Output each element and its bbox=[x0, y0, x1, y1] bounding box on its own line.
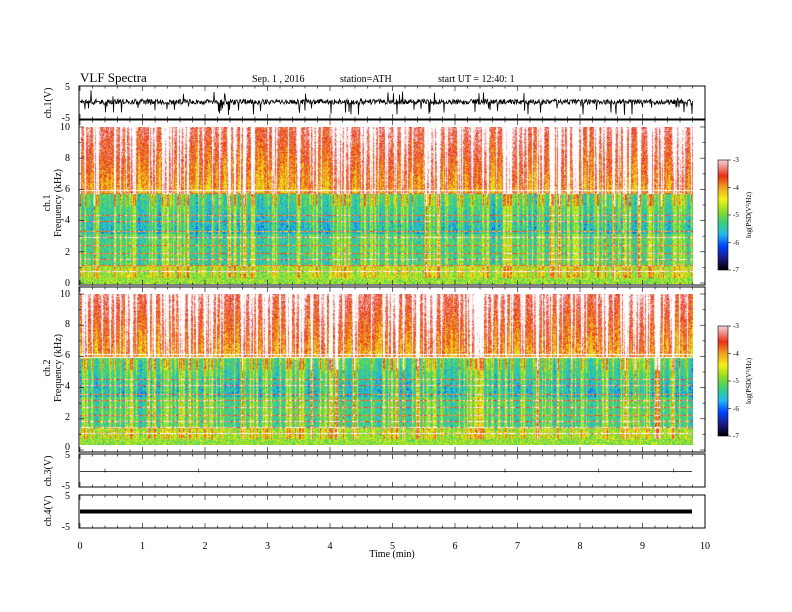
station-label: station=ATH bbox=[340, 74, 392, 85]
ch1-waveform-line bbox=[79, 90, 693, 116]
ch2-spectrogram-panel: 0 2 4 6 8 10 ch.2 Frequency (kHz) -3 -4 … bbox=[42, 286, 753, 453]
start-ut-label: start UT = 12:40: 1 bbox=[438, 74, 515, 85]
ch2-freq-tick-4: 4 bbox=[65, 381, 70, 392]
ch1-spectrogram-panel: 0 2 4 6 8 10 ch.1 Frequency (kHz) -3 -4 … bbox=[42, 119, 753, 289]
ch1-spectrogram-channel-label: ch.1 bbox=[42, 195, 53, 212]
ch2-freq-tick-2: 2 bbox=[65, 412, 70, 423]
time-axis-tick-4: 4 bbox=[328, 541, 333, 552]
ch1-colorbar bbox=[718, 160, 728, 270]
time-axis-tick-3: 3 bbox=[265, 541, 270, 552]
ch4-ytick-neg5: -5 bbox=[62, 522, 70, 533]
ch4-waveform-ticks bbox=[79, 495, 706, 528]
ch1-frequency-axis-label: Frequency (kHz) bbox=[53, 169, 64, 237]
ch2-spectrogram-frame bbox=[78, 286, 706, 453]
ch3-ytick-neg5: -5 bbox=[62, 481, 70, 492]
ch1-colorbar-tick-neg4: -4 bbox=[733, 184, 739, 192]
time-axis-tick-labels: 0 1 2 3 4 5 6 7 8 9 10 bbox=[78, 541, 711, 552]
ch2-colorbar-tick-neg6: -6 bbox=[733, 405, 739, 413]
figure-title: VLF Spectra bbox=[80, 70, 147, 85]
ch1-colorbar-tick-neg3: -3 bbox=[733, 156, 739, 164]
ch2-colorbar-tick-neg5: -5 bbox=[733, 377, 739, 385]
ch4-waveform-panel: 5 -5 ch.4(V) bbox=[43, 491, 706, 533]
ch1-freq-tick-8: 8 bbox=[65, 153, 70, 164]
ch3-waveform-ticks bbox=[79, 454, 706, 487]
ch2-colorbar bbox=[718, 326, 728, 436]
ch1-colorbar-tick-neg6: -6 bbox=[733, 239, 739, 247]
time-axis-tick-6: 6 bbox=[453, 541, 458, 552]
ch1-ytick-neg5: -5 bbox=[62, 113, 70, 124]
ch3-waveform-spikes bbox=[104, 468, 675, 473]
ch3-waveform-ylabel: ch.3(V) bbox=[43, 456, 54, 487]
ch1-freq-tick-0: 0 bbox=[65, 278, 70, 289]
ch2-spectrogram-ticks bbox=[79, 287, 706, 452]
ch1-colorbar-tick-neg5: -5 bbox=[733, 211, 739, 219]
ch1-ytick-5: 5 bbox=[65, 82, 70, 93]
ch1-waveform-ticks bbox=[79, 86, 706, 119]
ch1-waveform-panel: 5 -5 ch.1(V) bbox=[43, 82, 706, 124]
ch2-colorbar-tick-neg4: -4 bbox=[733, 350, 739, 358]
ch1-spectrogram-ticks bbox=[79, 120, 706, 285]
ch1-spectrogram-frame bbox=[78, 119, 706, 286]
ch2-colorbar-ticks bbox=[728, 325, 731, 437]
ch4-waveform-line bbox=[80, 509, 692, 514]
time-axis-tick-5: 5 bbox=[390, 541, 395, 552]
ch1-colorbar-tick-neg7: -7 bbox=[733, 266, 739, 274]
time-axis-tick-2: 2 bbox=[203, 541, 208, 552]
ch4-waveform-ylabel: ch.4(V) bbox=[43, 496, 54, 527]
ch2-freq-tick-6: 6 bbox=[65, 350, 70, 361]
time-axis-tick-9: 9 bbox=[640, 541, 645, 552]
ch2-freq-tick-10: 10 bbox=[60, 289, 70, 300]
ch1-colorbar-label: log(PSD(V²/Hz) bbox=[745, 191, 753, 238]
ch2-spectrogram-image bbox=[80, 294, 693, 445]
ch2-freq-tick-0: 0 bbox=[65, 442, 70, 453]
ch2-freq-tick-8: 8 bbox=[65, 319, 70, 330]
time-axis-tick-10: 10 bbox=[700, 541, 710, 552]
time-axis-tick-0: 0 bbox=[78, 541, 83, 552]
ch3-waveform-panel: 5 -5 ch.3(V) bbox=[43, 450, 706, 492]
ch1-freq-tick-2: 2 bbox=[65, 247, 70, 258]
ch3-ytick-5: 5 bbox=[65, 450, 70, 461]
ch2-colorbar-tick-neg3: -3 bbox=[733, 322, 739, 330]
ch3-waveform-frame bbox=[78, 453, 706, 488]
ch1-freq-tick-4: 4 bbox=[65, 215, 70, 226]
ch4-ytick-5: 5 bbox=[65, 491, 70, 502]
time-axis-tick-7: 7 bbox=[515, 541, 520, 552]
date-label: Sep. 1 , 2016 bbox=[252, 74, 305, 85]
ch1-colorbar-ticks bbox=[728, 159, 731, 271]
ch4-waveform-frame bbox=[78, 494, 706, 529]
time-axis-label: Time (min) bbox=[369, 549, 414, 560]
ch1-freq-tick-10: 10 bbox=[60, 122, 70, 133]
ch2-frequency-axis-label: Frequency (kHz) bbox=[53, 334, 64, 402]
ch2-colorbar-tick-neg7: -7 bbox=[733, 432, 739, 440]
time-axis-tick-1: 1 bbox=[140, 541, 145, 552]
ch2-colorbar-label: log(PSD(V²/Hz) bbox=[745, 357, 753, 404]
ch1-spectrogram-image bbox=[80, 127, 693, 284]
time-axis-tick-8: 8 bbox=[578, 541, 583, 552]
ch2-spectrogram-channel-label: ch.2 bbox=[42, 360, 53, 377]
ch1-waveform-ylabel: ch.1(V) bbox=[43, 88, 54, 119]
ch1-freq-tick-6: 6 bbox=[65, 184, 70, 195]
ch1-waveform-frame bbox=[78, 85, 706, 120]
